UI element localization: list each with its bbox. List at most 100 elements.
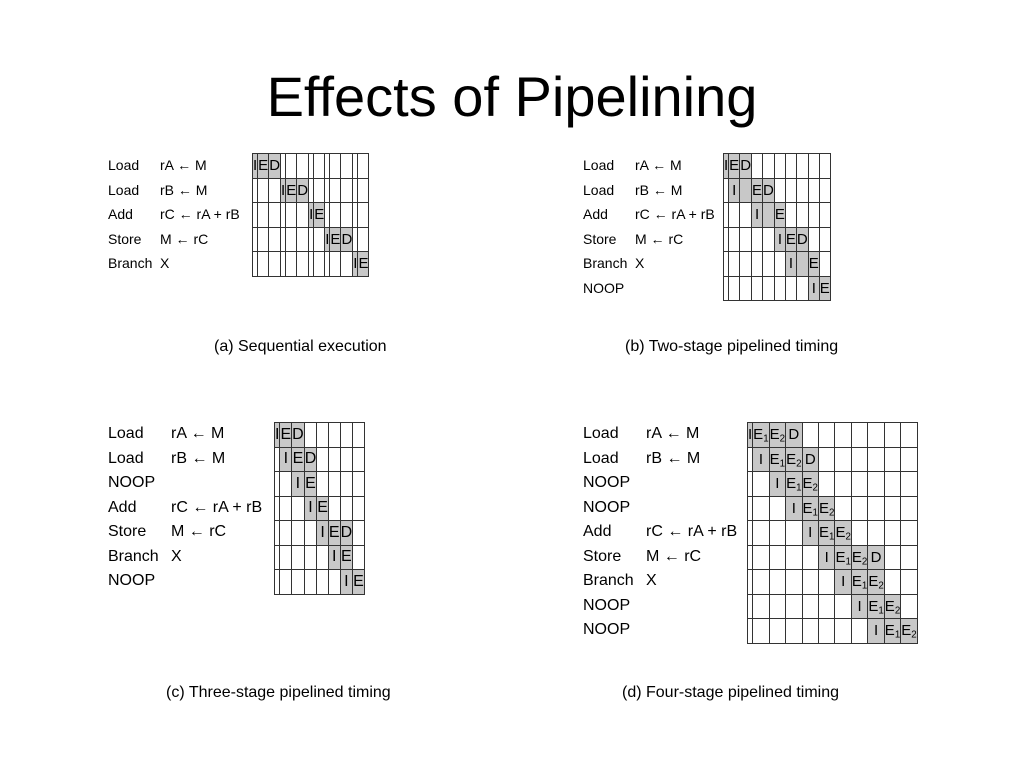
instruction-opcode: Load [108, 449, 144, 467]
instruction-operands: rA ← M [171, 425, 225, 443]
stage-cell: E1 [801, 495, 819, 521]
instruction-opcode: NOOP [108, 572, 156, 590]
stage-cell [739, 177, 753, 203]
stage-cell: E [751, 177, 764, 203]
instruction-opcode: NOOP [108, 474, 156, 492]
empty-cell [752, 520, 770, 546]
empty-cell [818, 153, 831, 179]
instruction-opcode: Add [583, 523, 612, 541]
stage-cell: I [784, 251, 797, 277]
empty-cell [784, 275, 797, 301]
stage-cell: D [739, 153, 753, 179]
stage-cell: I [867, 618, 885, 644]
empty-cell [327, 446, 341, 472]
empty-cell [746, 618, 754, 644]
stage-cell [795, 251, 809, 277]
empty-cell [324, 251, 331, 277]
empty-cell [268, 251, 282, 277]
stage-cell: E [784, 226, 797, 252]
stage-cell: E [257, 153, 270, 179]
instruction-opcode: NOOP [583, 596, 631, 614]
instruction-opcode: Load [583, 425, 619, 443]
instruction-operands: X [160, 255, 170, 272]
empty-cell [883, 495, 902, 521]
timing-row: I E1 E2 [746, 618, 918, 644]
empty-cell [768, 618, 787, 644]
empty-cell [818, 226, 831, 252]
empty-cell [752, 593, 770, 619]
empty-cell [291, 520, 305, 546]
stage-cell: E [807, 251, 820, 277]
empty-cell [768, 593, 787, 619]
empty-cell [850, 422, 869, 448]
empty-cell [739, 202, 753, 228]
empty-cell [795, 177, 809, 203]
empty-cell [739, 226, 753, 252]
instruction-opcode: Add [108, 498, 137, 516]
stage-cell: D [296, 177, 310, 203]
empty-cell [883, 446, 902, 472]
empty-cell [762, 251, 775, 277]
stage-cell: D [291, 422, 305, 448]
instruction-operands: rA ← M [646, 425, 700, 443]
stage-cell: E1 [785, 471, 803, 497]
empty-cell [784, 202, 797, 228]
stage-cell: E1 [834, 544, 852, 570]
stage-cell: I [817, 544, 836, 570]
empty-cell [357, 177, 370, 203]
stage-cell: E2 [834, 520, 852, 546]
stage-cell: I [752, 446, 770, 472]
stage-cell: E2 [801, 471, 819, 497]
empty-cell [834, 495, 852, 521]
instruction-operands: X [171, 547, 182, 565]
instruction-operands: M ← rC [635, 230, 684, 247]
instruction-operands: rB ← M [171, 449, 226, 467]
stage-cell: I [339, 569, 354, 595]
empty-cell [867, 422, 885, 448]
empty-cell [352, 495, 365, 521]
empty-cell [751, 226, 764, 252]
stage-cell: E1 [883, 618, 902, 644]
empty-cell [768, 520, 787, 546]
empty-cell [291, 544, 305, 570]
empty-cell [329, 153, 342, 179]
empty-cell [818, 251, 831, 277]
empty-cell [900, 520, 918, 546]
stage-cell: I [273, 422, 281, 448]
empty-cell [883, 422, 902, 448]
stage-cell: D [303, 446, 318, 472]
empty-cell [867, 446, 885, 472]
instruction-opcode: Load [108, 157, 140, 174]
empty-cell [291, 569, 305, 595]
empty-cell [817, 593, 836, 619]
stage-cell: I [801, 520, 819, 546]
empty-cell [900, 569, 918, 595]
empty-cell [285, 202, 298, 228]
instruction-opcode: NOOP [583, 621, 631, 639]
empty-cell [752, 495, 770, 521]
empty-cell [817, 471, 836, 497]
empty-cell [784, 177, 797, 203]
empty-cell [817, 569, 836, 595]
instruction-operands: rB ← M [646, 449, 701, 467]
empty-cell [303, 520, 318, 546]
empty-cell [834, 618, 852, 644]
empty-cell [308, 251, 315, 277]
empty-cell [900, 495, 918, 521]
empty-cell [357, 153, 370, 179]
empty-cell [883, 471, 902, 497]
empty-cell [313, 226, 326, 252]
instruction-opcode: Add [108, 206, 133, 223]
caption-sequential-execution: (a) Sequential execution [214, 338, 387, 355]
empty-cell [268, 226, 282, 252]
stage-cell: E [313, 202, 326, 228]
empty-cell [762, 226, 775, 252]
empty-cell [752, 544, 770, 570]
